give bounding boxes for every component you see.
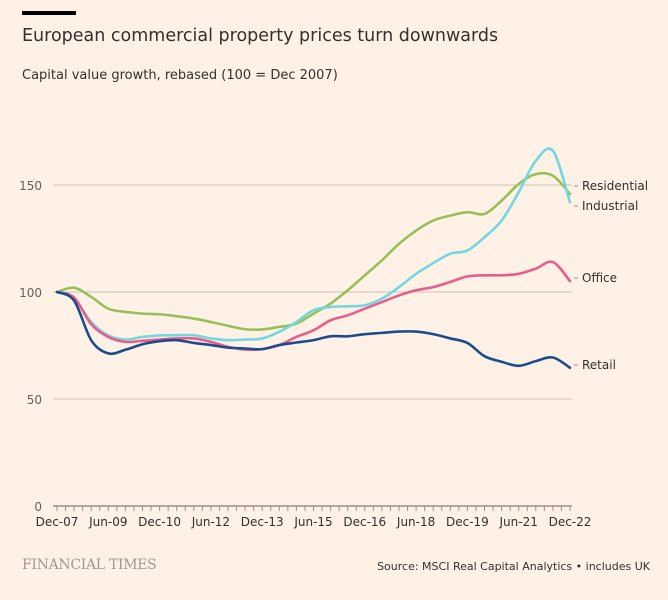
x-tick-label: Dec-22 (549, 515, 592, 529)
series-line-office (55, 260, 572, 352)
x-tick-label: Dec-07 (36, 515, 79, 529)
ft-accent-bar (22, 11, 76, 15)
series-line-industrial (55, 147, 572, 342)
y-tick-label: 100 (19, 286, 42, 300)
y-tick-label: 0 (34, 500, 42, 514)
chart-subtitle: Capital value growth, rebased (100 = Dec… (22, 68, 338, 83)
series-label-retail: Retail (582, 358, 616, 372)
x-tick-label: Jun-21 (499, 515, 538, 529)
x-tick-label: Jun-09 (88, 515, 127, 529)
x-tick-label: Dec-19 (446, 515, 489, 529)
x-tick-label: Jun-18 (396, 515, 435, 529)
series-label-office: Office (582, 271, 617, 285)
x-tick-label: Dec-10 (138, 515, 181, 529)
y-tick-label: 150 (19, 179, 42, 193)
y-tick-label: 50 (27, 393, 42, 407)
ft-logo: FINANCIAL TIMES (22, 557, 157, 573)
x-tick-label: Dec-13 (241, 515, 284, 529)
series-label-industrial: Industrial (582, 199, 638, 213)
series-line-residential (55, 171, 572, 332)
x-tick-label: Dec-16 (343, 515, 386, 529)
x-tick-label: Jun-15 (293, 515, 332, 529)
x-tick-label: Jun-12 (191, 515, 230, 529)
series-label-residential: Residential (582, 179, 648, 193)
source-note: Source: MSCI Real Capital Analytics • in… (377, 560, 650, 573)
chart-title: European commercial property prices turn… (22, 26, 499, 46)
series-line-retail (55, 290, 572, 370)
